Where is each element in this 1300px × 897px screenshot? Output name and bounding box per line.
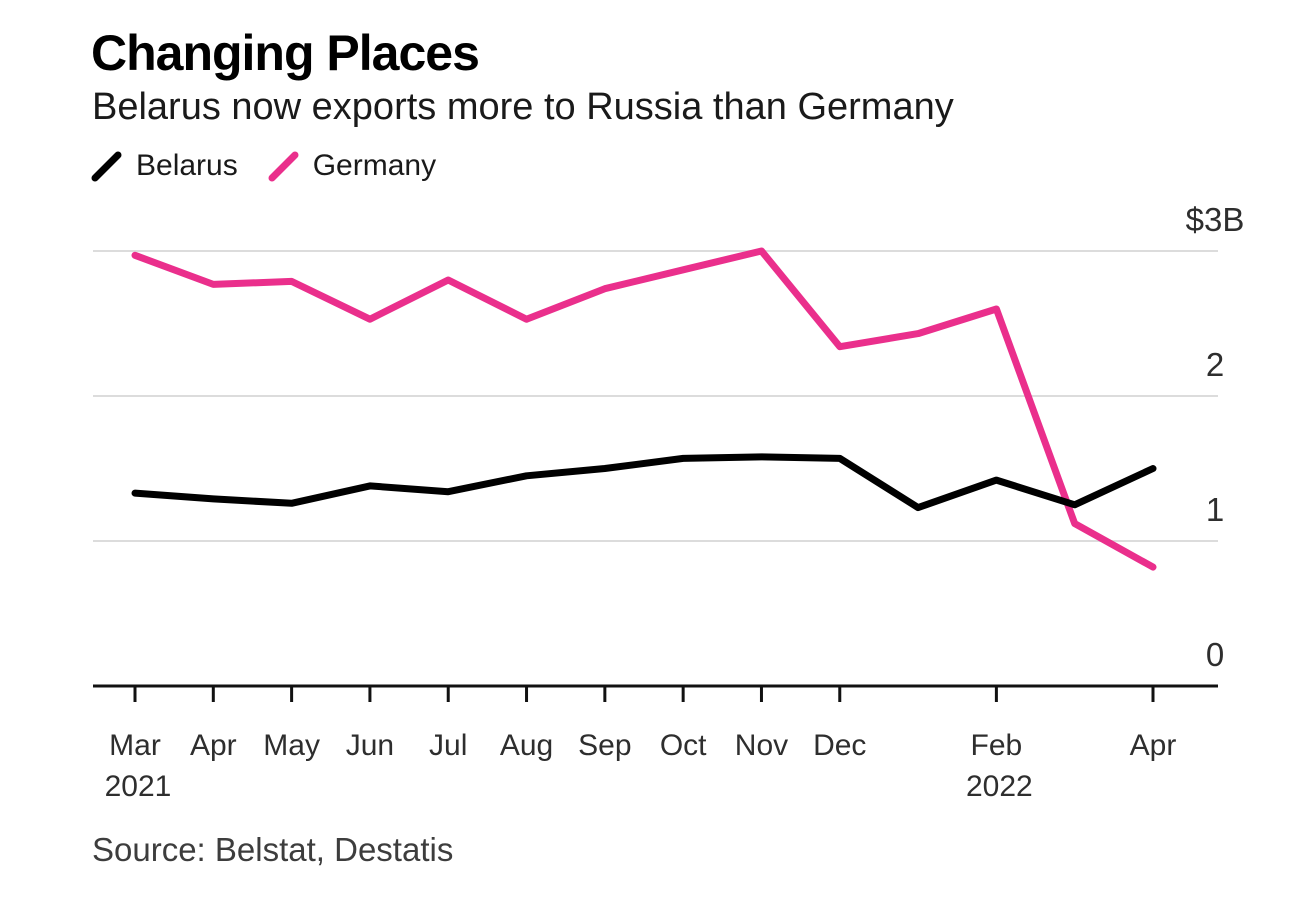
legend-item-germany: Germany xyxy=(268,148,436,184)
x-tick-label: Apr xyxy=(1130,729,1177,762)
x-year-label: 2022 xyxy=(966,770,1033,803)
germany-line-swatch-icon xyxy=(268,151,299,182)
x-year-label: 2021 xyxy=(105,770,172,803)
legend-item-belarus: Belarus xyxy=(91,148,238,184)
y-tick-label: 1 xyxy=(1206,491,1224,528)
legend-label-germany: Germany xyxy=(312,149,437,182)
x-tick-label: Dec xyxy=(813,729,866,762)
y-tick-label: 2 xyxy=(1206,346,1224,383)
chart-title: Changing Places xyxy=(91,25,480,81)
x-tick-label: Apr xyxy=(190,729,237,762)
x-tick-label: Feb xyxy=(971,729,1023,762)
legend-label-belarus: Belarus xyxy=(136,149,238,182)
x-tick-label: Sep xyxy=(578,729,631,762)
series-line-belarus xyxy=(131,453,1157,512)
x-tick-label: Aug xyxy=(500,729,553,762)
x-tick-label: May xyxy=(263,729,320,762)
y-tick-label: 0 xyxy=(1206,636,1224,673)
source-note: Source: Belstat, Destatis xyxy=(92,831,454,868)
x-tick-label: Nov xyxy=(735,729,788,762)
x-tick-label: Jun xyxy=(346,729,394,762)
y-tick-label: $3B xyxy=(1186,201,1245,238)
x-tick-label: Jul xyxy=(429,729,467,762)
chart-legend: Belarus Germany xyxy=(91,148,436,184)
belarus-line-swatch-icon xyxy=(91,151,122,182)
series-line-germany xyxy=(131,247,1157,571)
x-tick-label: Mar xyxy=(109,729,161,762)
x-tick-label: Oct xyxy=(660,729,707,762)
chart-subtitle: Belarus now exports more to Russia than … xyxy=(92,86,954,128)
